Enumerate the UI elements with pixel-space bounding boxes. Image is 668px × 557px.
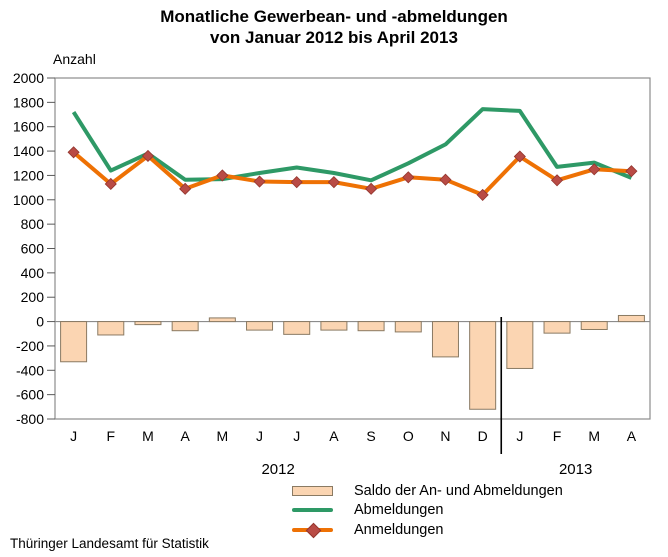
- saldo-bar: [171, 321, 199, 332]
- y-tick-label: -800: [16, 411, 44, 427]
- saldo-bar: [469, 321, 497, 410]
- x-month-label: F: [553, 428, 562, 444]
- saldo-bar: [134, 321, 162, 326]
- axes: [54, 77, 651, 420]
- y-tick-label: 400: [21, 265, 45, 281]
- diamond-marker: [365, 182, 378, 195]
- saldo-bar: [506, 321, 534, 369]
- x-axis-labels: J F M A M J J A S O N D J F M A 2012 2013: [70, 428, 637, 478]
- x-month-label: M: [588, 428, 600, 444]
- legend-label: Saldo der An- und Abmeldungen: [354, 482, 563, 499]
- legend-swatch-saldo: [292, 485, 333, 496]
- saldo-bar: [97, 321, 125, 336]
- saldo-bar: [431, 321, 459, 358]
- saldo-bar: [208, 317, 236, 323]
- chart-title: Monatliche Gewerbean- und -abmeldungen v…: [0, 6, 668, 48]
- saldo-bar: [543, 321, 571, 334]
- legend-label: Anmeldungen: [354, 521, 444, 538]
- y-tick-label: 1400: [13, 143, 44, 159]
- y-tick-label: 1000: [13, 192, 44, 208]
- y-tick-label: 800: [21, 216, 45, 232]
- saldo-bar: [246, 321, 274, 331]
- saldo-bar: [320, 321, 348, 331]
- diamond-marker: [439, 173, 452, 186]
- x-month-label: N: [440, 428, 450, 444]
- legend-diamond-icon: [305, 522, 322, 539]
- y-tick-label: 0: [36, 314, 44, 330]
- x-month-label: A: [329, 428, 339, 444]
- saldo-bar: [283, 321, 311, 335]
- diamond-marker: [179, 182, 192, 195]
- y-tick-label: 1600: [13, 119, 44, 135]
- chart-title-line2: von Januar 2012 bis April 2013: [210, 28, 458, 47]
- plot-frame: [54, 77, 651, 420]
- diamond-marker: [588, 163, 601, 176]
- y-tick-label: -200: [16, 338, 44, 354]
- diamond-marker: [290, 176, 303, 189]
- y-tick-label: -400: [16, 362, 44, 378]
- y-tick-label: 600: [21, 241, 45, 257]
- x-month-label: J: [256, 428, 263, 444]
- y-tick-label: 200: [21, 289, 45, 305]
- x-month-label: A: [627, 428, 637, 444]
- legend-swatch-abmeldungen: [292, 508, 333, 513]
- x-year-label: 2013: [559, 461, 592, 478]
- legend-item-abmeldungen: Abmeldungen: [292, 501, 563, 521]
- x-month-label: A: [180, 428, 190, 444]
- saldo-bar: [357, 321, 385, 332]
- saldo-bars: [60, 314, 645, 410]
- x-month-label: J: [70, 428, 77, 444]
- diamond-marker: [327, 176, 340, 189]
- saldo-bar: [60, 321, 88, 363]
- diamond-marker: [513, 150, 526, 163]
- x-month-label: F: [107, 428, 116, 444]
- legend-item-anmeldungen: Anmeldungen: [292, 520, 563, 540]
- y-axis-ticks: 2000180016001400120010008006004002000-20…: [13, 70, 55, 427]
- saldo-bar: [617, 314, 645, 323]
- legend-label: Abmeldungen: [354, 502, 444, 519]
- x-month-label: O: [403, 428, 414, 444]
- diamond-marker: [104, 177, 117, 191]
- y-tick-label: -600: [16, 387, 44, 403]
- x-year-label: 2012: [261, 461, 294, 478]
- anmeldungen-markers: [67, 146, 638, 201]
- legend-item-saldo: Saldo der An- und Abmeldungen: [292, 481, 563, 501]
- diamond-marker: [141, 149, 155, 163]
- legend-swatch-anmeldungen: [292, 522, 333, 539]
- y-tick-label: 1200: [13, 167, 44, 183]
- y-axis-label: Anzahl: [53, 51, 96, 67]
- anmeldungen-line: [72, 150, 632, 197]
- x-month-label: M: [142, 428, 154, 444]
- saldo-bar: [394, 321, 422, 333]
- x-month-label: D: [478, 428, 488, 444]
- diamond-marker: [476, 188, 489, 201]
- x-month-label: S: [366, 428, 375, 444]
- x-month-label: J: [293, 428, 300, 444]
- saldo-bar: [580, 321, 608, 330]
- y-tick-label: 2000: [13, 70, 44, 86]
- diamond-marker: [253, 175, 266, 188]
- x-month-label: J: [516, 428, 523, 444]
- diamond-marker: [402, 171, 415, 184]
- diamond-marker: [550, 174, 564, 187]
- chart-plot: 2000180016001400120010008006004002000-20…: [13, 70, 651, 478]
- chart-legend: Saldo der An- und Abmeldungen Abmeldungen…: [292, 481, 563, 540]
- source-attribution: Thüringer Landesamt für Statistik: [10, 536, 209, 551]
- x-month-label: M: [217, 428, 229, 444]
- diamond-marker: [216, 169, 229, 182]
- chart-title-line1: Monatliche Gewerbean- und -abmeldungen: [160, 7, 508, 26]
- abmeldungen-line: [71, 107, 633, 183]
- diamond-marker: [625, 165, 638, 178]
- y-tick-label: 1800: [13, 94, 44, 110]
- diamond-marker: [67, 146, 80, 159]
